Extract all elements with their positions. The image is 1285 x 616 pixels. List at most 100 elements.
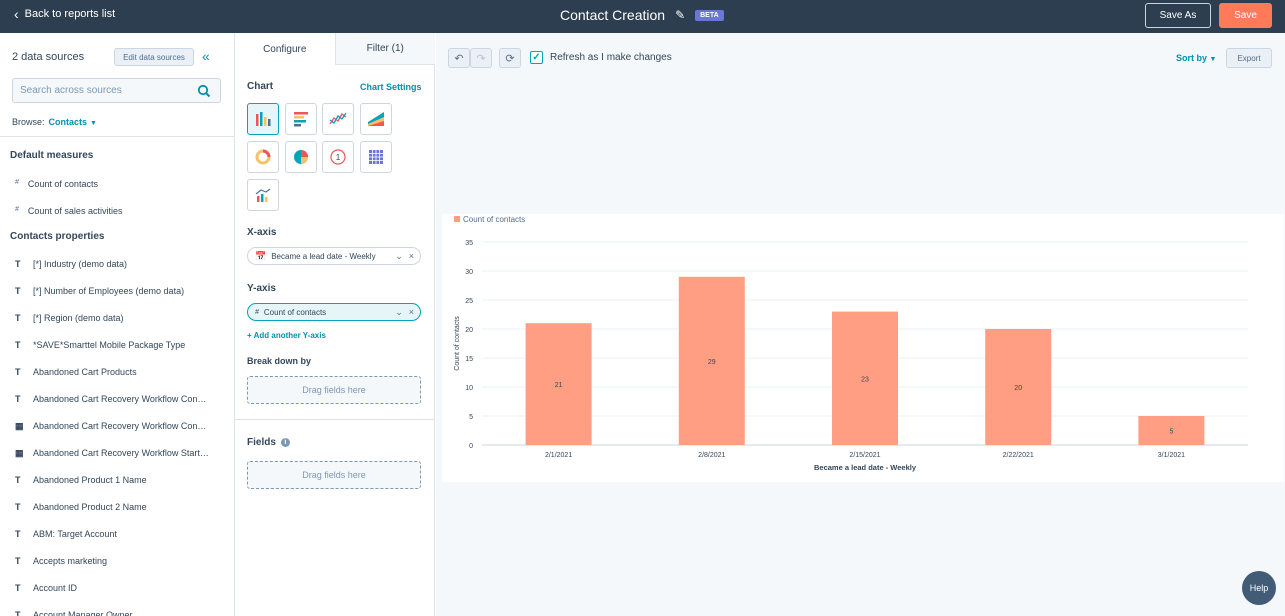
text-type-icon: T (15, 610, 21, 616)
property-item[interactable]: T Account ID (15, 583, 225, 593)
x-axis-field-pill[interactable]: 📅 Became a lead date - Weekly ⌄ × (247, 247, 421, 265)
text-type-icon: T (15, 286, 21, 296)
measure-label: Count of sales activities (27, 206, 123, 216)
refresh-icon: ⟳ (505, 52, 515, 65)
save-as-button[interactable]: Save As (1145, 3, 1211, 28)
refresh-button[interactable]: ⟳ (499, 48, 521, 68)
single-value-icon: 1 (330, 149, 346, 165)
property-item[interactable]: ▦ Abandoned Cart Recovery Workflow Start… (15, 448, 225, 459)
info-icon[interactable]: i (280, 437, 290, 447)
table-chart-button[interactable] (360, 141, 392, 173)
export-button[interactable]: Export (1226, 48, 1272, 68)
property-label: Accepts marketing (33, 556, 108, 566)
property-label: Abandoned Cart Recovery Workflow Con… (33, 421, 207, 431)
report-title[interactable]: Contact Creation (560, 7, 666, 23)
y-tick-label: 25 (465, 298, 473, 305)
property-item[interactable]: T Accepts marketing (15, 556, 225, 566)
property-item[interactable]: T ABM: Target Account (15, 529, 225, 539)
donut-chart-button[interactable] (247, 141, 279, 173)
bar-value-label: 29 (708, 359, 716, 366)
y-axis-field-label: Count of contacts (263, 307, 327, 317)
close-icon[interactable]: × (408, 306, 414, 317)
bar-value-label: 21 (555, 382, 563, 389)
pencil-icon[interactable]: ✎ (675, 8, 686, 22)
property-item[interactable]: T *SAVE*Smarttel Mobile Package Type (15, 340, 225, 350)
vertical-bar-chart-button[interactable] (247, 103, 279, 135)
property-item[interactable]: T Abandoned Cart Products (15, 367, 225, 377)
refresh-checkbox[interactable]: ✓ (530, 51, 543, 64)
data-sources-title: 2 data sources (12, 51, 85, 63)
tab-configure[interactable]: Configure (235, 33, 335, 65)
search-icon[interactable] (197, 84, 211, 98)
collapse-panel-icon[interactable]: « (202, 48, 210, 64)
combo-chart-button[interactable] (247, 179, 279, 211)
measure-item[interactable]: # Count of sales activities (15, 206, 122, 216)
measure-item[interactable]: # Count of contacts (15, 179, 98, 189)
number-type-icon: # (255, 308, 259, 316)
help-button[interactable]: Help (1242, 571, 1276, 605)
caret-down-icon[interactable]: ▼ (90, 120, 97, 127)
chart-section-title: Chart (247, 81, 274, 92)
source-search-input[interactable] (13, 79, 183, 102)
svg-text:1: 1 (336, 153, 341, 162)
calendar-icon: ▦ (15, 421, 24, 431)
add-y-axis-link[interactable]: + Add another Y-axis (247, 331, 326, 340)
x-tick-label: 2/1/2021 (545, 452, 572, 459)
close-icon[interactable]: × (408, 250, 414, 261)
table-icon (369, 150, 383, 164)
y-tick-label: 5 (469, 414, 473, 421)
text-type-icon: T (15, 367, 21, 377)
x-tick-label: 3/1/2021 (1158, 452, 1185, 459)
property-item[interactable]: T [*] Number of Employees (demo data) (15, 286, 225, 296)
x-tick-label: 2/15/2021 (849, 452, 880, 459)
edit-data-sources-button[interactable]: Edit data sources (114, 48, 194, 66)
breakdown-drop-zone[interactable]: Drag fields here (247, 376, 421, 404)
fields-drop-zone[interactable]: Drag fields here (247, 461, 421, 489)
tab-filter[interactable]: Filter (1) (334, 33, 435, 65)
undo-button[interactable]: ↶ (448, 48, 470, 68)
area-chart-button[interactable] (360, 103, 392, 135)
property-label: *SAVE*Smarttel Mobile Package Type (33, 340, 186, 350)
x-tick-label: 2/22/2021 (1003, 452, 1034, 459)
y-tick-label: 30 (465, 269, 473, 276)
x-tick-label: 2/8/2021 (698, 452, 725, 459)
property-item[interactable]: T [*] Industry (demo data) (15, 259, 225, 269)
bar-value-label: 5 (1169, 429, 1173, 436)
x-axis-field-label: Became a lead date - Weekly (271, 251, 376, 261)
y-axis-field-pill[interactable]: # Count of contacts ⌄ × (247, 303, 421, 321)
vertical-bar-icon (256, 112, 271, 126)
property-item[interactable]: ▦ Abandoned Cart Recovery Workflow Con… (15, 421, 225, 432)
pie-chart-button[interactable] (285, 141, 317, 173)
combo-chart-icon (255, 188, 271, 202)
property-item[interactable]: T Abandoned Cart Recovery Workflow Con… (15, 394, 225, 404)
redo-button[interactable]: ↷ (470, 48, 492, 68)
x-axis-label: Became a lead date - Weekly (814, 463, 917, 472)
property-item[interactable]: T Abandoned Product 2 Name (15, 502, 225, 512)
property-item[interactable]: T Account Manager Owner (15, 610, 225, 616)
save-button[interactable]: Save (1219, 3, 1272, 28)
back-to-reports-link[interactable]: ‹ Back to reports list (14, 7, 115, 21)
horizontal-bar-chart-button[interactable] (285, 103, 317, 135)
chevron-down-icon[interactable]: ⌄ (395, 306, 403, 317)
redo-icon: ↷ (476, 52, 486, 65)
line-chart-button[interactable] (322, 103, 354, 135)
default-measures-title: Default measures (10, 150, 94, 161)
browse-dropdown[interactable]: Contacts (48, 117, 88, 127)
fields-title: Fields i (247, 437, 290, 448)
text-type-icon: T (15, 340, 21, 350)
config-tabs: Configure Filter (1) (235, 33, 435, 65)
configure-panel: Configure Filter (1) Chart Chart Setting… (235, 33, 435, 616)
chevron-down-icon[interactable]: ⌄ (395, 250, 403, 261)
chart-preview-area: ↶ ↷ ⟳ ✓ Refresh as I make changes Sort b… (436, 33, 1285, 616)
bar (525, 323, 592, 445)
property-label: Abandoned Cart Products (33, 367, 137, 377)
property-item[interactable]: T Abandoned Product 1 Name (15, 475, 225, 485)
line-chart-icon (329, 112, 347, 125)
area-chart-icon (368, 112, 384, 126)
sort-by-dropdown[interactable]: Sort by ▼ (1176, 53, 1216, 63)
calendar-icon: ▦ (15, 448, 24, 458)
summary-chart-button[interactable]: 1 (322, 141, 354, 173)
chart-settings-link[interactable]: Chart Settings (360, 82, 422, 92)
chart-card: Count of contacts 0 5 10 15 20 25 30 35 Count of … (442, 214, 1284, 482)
property-item[interactable]: T [*] Region (demo data) (15, 313, 225, 323)
